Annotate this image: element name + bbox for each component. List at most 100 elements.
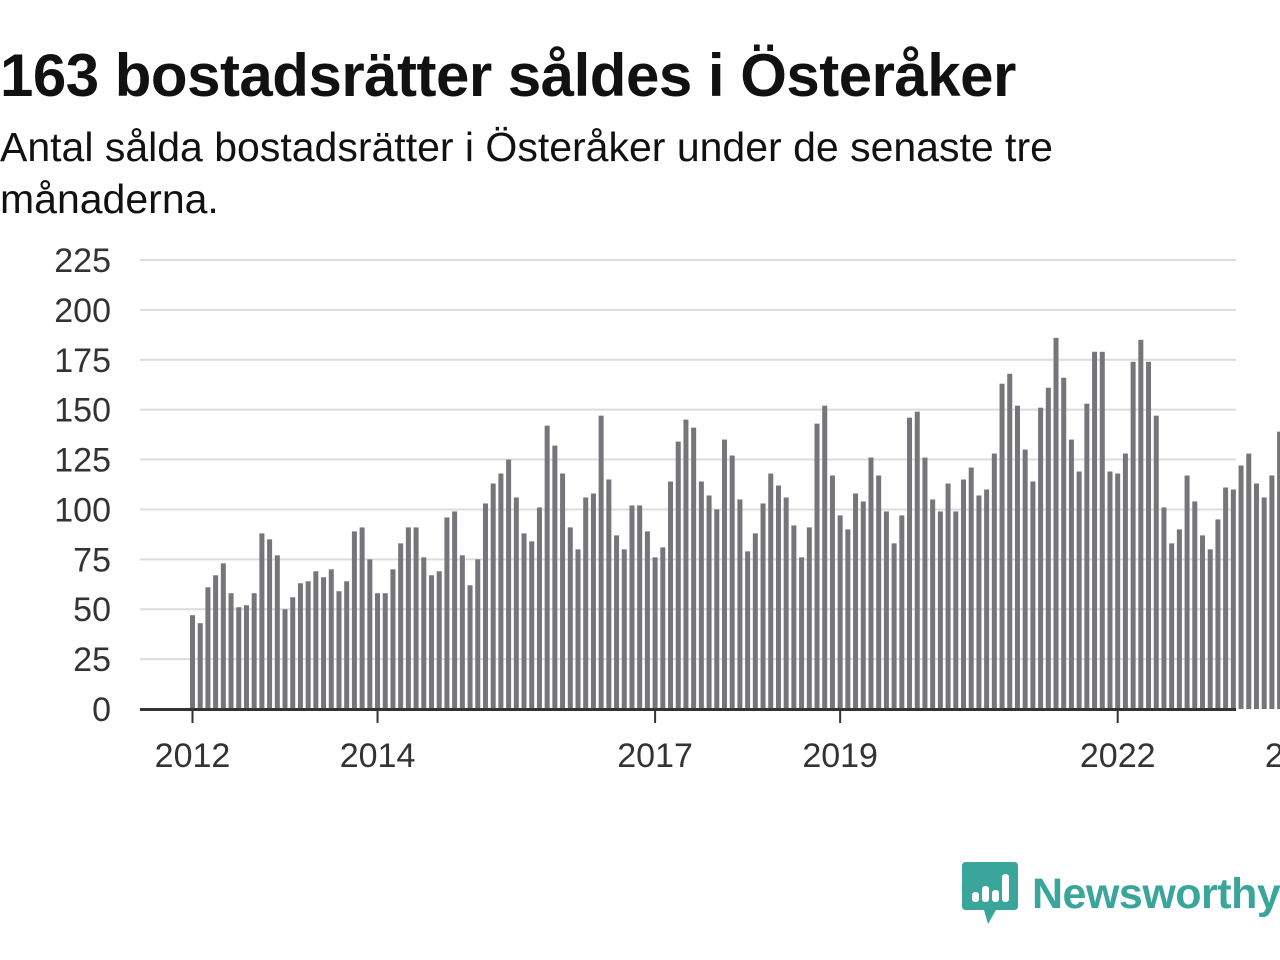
- bar: [668, 481, 674, 709]
- bar: [243, 605, 249, 709]
- x-tick-label: 2014: [340, 737, 416, 775]
- bar: [845, 529, 851, 709]
- bar: [1130, 361, 1136, 709]
- bar: [1176, 529, 1182, 709]
- bar: [583, 497, 589, 709]
- bar: [213, 575, 219, 709]
- bar: [1061, 377, 1067, 709]
- y-tick-label: 0: [92, 691, 111, 729]
- bar: [1045, 387, 1051, 709]
- bar: [1169, 543, 1175, 709]
- bar: [590, 493, 596, 709]
- bar: [282, 609, 288, 709]
- y-tick-label: 150: [54, 392, 111, 430]
- bar: [305, 581, 311, 709]
- bar: [359, 527, 365, 709]
- bar: [644, 531, 650, 709]
- bar: [560, 473, 566, 709]
- brand-name: Newsworthy: [1032, 869, 1280, 918]
- bar: [683, 419, 689, 709]
- bar: [1277, 431, 1280, 709]
- y-tick-label: 175: [54, 342, 111, 380]
- bar: [945, 483, 951, 709]
- bar: [498, 473, 504, 709]
- bar: [829, 475, 835, 709]
- bar: [1022, 449, 1028, 709]
- bar: [976, 495, 982, 709]
- bar: [1192, 501, 1198, 709]
- bar: [752, 533, 758, 709]
- bar: [806, 527, 812, 709]
- x-axis-ticks: 2012 2014 2017 2019 2022 2024: [155, 709, 1280, 775]
- bar: [1030, 481, 1036, 709]
- bar: [367, 559, 373, 709]
- chart-title: 163 bostadsrätter såldes i Österåker: [0, 42, 1016, 109]
- bar: [1230, 489, 1236, 709]
- bar: [914, 411, 920, 709]
- bar: [937, 511, 943, 709]
- brand-logo: Newsworthy: [962, 862, 1280, 926]
- bar: [1269, 475, 1275, 709]
- bar: [791, 525, 797, 709]
- bar: [267, 539, 273, 709]
- bar: [490, 483, 496, 709]
- bar: [413, 527, 419, 709]
- bar: [1238, 465, 1244, 709]
- bar: [814, 423, 820, 709]
- y-tick-label: 75: [73, 541, 111, 579]
- bar: [1053, 337, 1059, 709]
- x-tick-label: 2017: [617, 737, 693, 775]
- bar: [1200, 535, 1206, 709]
- bar: [444, 517, 450, 709]
- bar: [1092, 351, 1098, 709]
- bar: [652, 557, 658, 709]
- newsworthy-bar-chart-icon: [962, 862, 1018, 924]
- bar: [768, 473, 774, 709]
- bar: [421, 557, 427, 709]
- bar: [999, 383, 1005, 709]
- bar: [907, 417, 913, 709]
- bar: [1107, 471, 1113, 709]
- y-tick-label: 50: [73, 591, 111, 629]
- bar: [220, 563, 226, 709]
- bar: [1115, 473, 1121, 709]
- bar: [197, 623, 203, 709]
- bar: [351, 531, 357, 709]
- bar: [436, 571, 442, 709]
- bar: [1184, 475, 1190, 709]
- bar: [1014, 405, 1020, 709]
- bar: [290, 597, 296, 709]
- bar: [1122, 453, 1128, 709]
- bar: [482, 503, 488, 709]
- bar: [868, 457, 874, 709]
- bar: [513, 497, 519, 709]
- bar: [475, 559, 481, 709]
- bar: [729, 455, 735, 709]
- bar: [529, 541, 535, 709]
- x-tick-label: 2012: [155, 737, 231, 775]
- bar: [228, 593, 234, 709]
- bar: [536, 507, 542, 709]
- bar: [783, 497, 789, 709]
- bar: [629, 505, 635, 709]
- bar: [544, 425, 550, 709]
- bar: [313, 571, 319, 709]
- bar: [860, 501, 866, 709]
- bar: [706, 495, 712, 709]
- y-tick-label: 225: [54, 242, 111, 280]
- bars: [190, 337, 1280, 709]
- bar: [382, 593, 388, 709]
- bar: [891, 543, 897, 709]
- bar: [575, 549, 581, 709]
- bar: [1223, 487, 1229, 709]
- y-tick-label: 25: [73, 641, 111, 679]
- bar: [274, 555, 280, 709]
- bar: [321, 577, 327, 709]
- bar: [775, 485, 781, 709]
- bar: [614, 535, 620, 709]
- bar: [606, 479, 612, 709]
- bar: [598, 415, 604, 709]
- bar: [259, 533, 265, 709]
- bar: [567, 527, 573, 709]
- bar: [822, 405, 828, 709]
